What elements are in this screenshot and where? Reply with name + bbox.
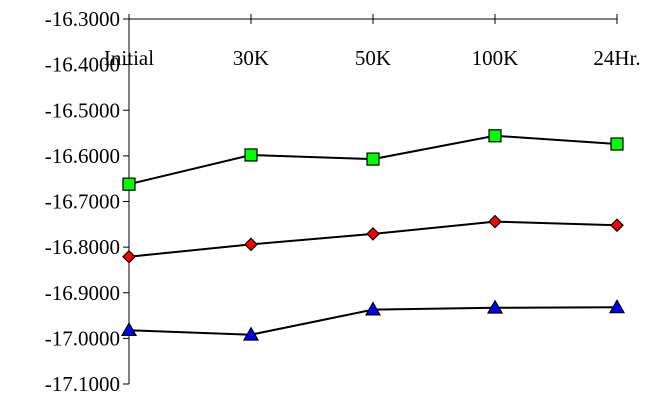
data-point-triangle [486, 299, 504, 314]
data-point-triangle [242, 326, 260, 341]
data-point-square [488, 129, 502, 143]
x-tick-label: 30K [233, 46, 269, 70]
y-tick-label: -16.4000 [45, 53, 120, 77]
x-tick-label: 24Hr. [593, 46, 640, 70]
y-tick-label: -16.3000 [45, 7, 120, 31]
data-point-diamond [244, 237, 258, 252]
data-point-square [122, 177, 136, 191]
series-triangle [120, 299, 626, 341]
x-axis: Initial 30K 50K 100K 24Hr. [104, 14, 641, 70]
x-tick-label: 50K [355, 46, 391, 70]
data-point-diamond [366, 227, 380, 241]
series-layer [120, 129, 626, 341]
y-tick-label: -16.5000 [45, 98, 120, 122]
y-tick-label: -16.6000 [45, 144, 120, 168]
y-tick-label: -16.8000 [45, 235, 120, 259]
data-point-diamond [610, 218, 624, 233]
series-diamond [122, 214, 624, 264]
data-point-diamond [488, 214, 502, 229]
data-point-square [244, 148, 258, 162]
y-axis: -16.3000 -16.4000 -16.5000 -16.6000 -16.7000… [45, 7, 130, 395]
series-square [122, 129, 624, 191]
y-tick-label: -16.7000 [45, 190, 120, 214]
y-tick-label: -16.9000 [45, 281, 120, 305]
data-point-square [610, 137, 624, 151]
data-point-square [366, 152, 380, 166]
data-point-diamond [122, 249, 136, 264]
y-tick-label: -17.0000 [45, 326, 120, 350]
y-tick-label: -17.1000 [45, 372, 120, 395]
data-point-triangle [120, 321, 138, 337]
x-tick-label: 100K [472, 46, 519, 70]
data-point-triangle [608, 299, 626, 314]
data-point-triangle [364, 301, 382, 316]
x-tick-label: Initial [104, 46, 154, 70]
